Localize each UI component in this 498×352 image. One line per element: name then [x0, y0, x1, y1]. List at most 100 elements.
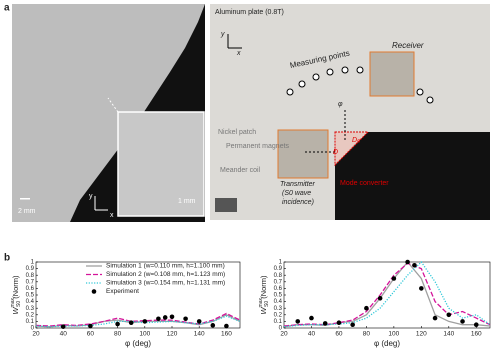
y-tick-label: 0.8 [26, 273, 35, 279]
data-point [210, 323, 216, 328]
panel-label: b [4, 253, 10, 264]
data-point [88, 323, 93, 329]
point [416, 88, 424, 96]
axis-label: y [220, 31, 225, 38]
y-tick-label: 0.6 [274, 286, 283, 292]
converter-label: Mode converter [340, 180, 389, 187]
scale-bar [20, 198, 30, 200]
x-tick-label: 100 [388, 331, 399, 338]
plot-frame [283, 261, 491, 329]
y-tick-label: 0.7 [26, 279, 35, 285]
data-point [405, 259, 410, 265]
legend-label: Simulation 1 (w=0.110 mm, h=1.100 mm) [106, 263, 225, 270]
series-line [283, 261, 491, 328]
x-tick-label: 120 [416, 331, 427, 338]
part-label: Nickel patch [218, 129, 256, 136]
data-point [350, 322, 355, 328]
series-line [283, 262, 491, 327]
point [426, 96, 434, 104]
mode-converter-region [334, 131, 370, 167]
y-label-rest: (Norm) [259, 275, 268, 301]
data-point [473, 322, 479, 328]
receiver-label: Receiver [392, 41, 424, 50]
x-tick-label: 140 [443, 331, 454, 338]
data-point [309, 315, 314, 321]
d-label: D [333, 149, 338, 156]
y-label-sup: max [10, 298, 16, 308]
y-tick-label: 0.4 [26, 299, 35, 305]
data-point [460, 319, 465, 324]
y-tick-label: 0 [31, 326, 35, 332]
scale-label: 2 mm [18, 208, 36, 215]
y-label-symbol: W [259, 307, 268, 315]
point [298, 80, 306, 88]
point [341, 66, 349, 74]
data-point [391, 276, 397, 281]
x-tick-label: 60 [335, 331, 343, 338]
series-line [35, 312, 241, 327]
x-tick-label: 20 [280, 331, 288, 338]
y-tick-label: 0.9 [26, 266, 35, 272]
x-tick-label: 20 [32, 331, 40, 338]
y-label-sup: max [258, 298, 264, 308]
black-region [335, 132, 490, 220]
x-tick-label: 160 [221, 331, 232, 338]
d-symbol: D [352, 137, 357, 144]
data-point [183, 316, 188, 322]
x-tick-label: 40 [60, 331, 68, 338]
connector [215, 198, 237, 212]
y-tick-label: 0.1 [26, 319, 35, 325]
data-point [162, 315, 168, 320]
point [312, 73, 320, 81]
x-axis-label: φ (deg) [374, 339, 400, 348]
d-label: D0 [352, 137, 360, 145]
panel-label: a [4, 3, 10, 14]
point [356, 66, 364, 74]
data-point [60, 324, 66, 329]
y-axis-label: WmaxS0 (Norm) [258, 275, 270, 315]
x-tick-label: 40 [308, 331, 316, 338]
data-point [142, 319, 148, 324]
part-label: Meander coil [220, 167, 261, 174]
y-axis-label: WmaxS0 (Norm) [10, 275, 22, 315]
y-tick-label: 0.8 [274, 273, 283, 279]
right-photo: Aluminum plate (0.8T) y x Receiver Measu… [210, 4, 490, 220]
measuring-points [286, 66, 434, 104]
y-tick-label: 0.7 [274, 279, 283, 285]
axis-label: x [236, 50, 241, 57]
zoom-line [107, 97, 119, 113]
x-tick-label: 60 [87, 331, 95, 338]
data-point [336, 320, 342, 326]
x-tick-label: 80 [114, 331, 122, 338]
series-line [35, 315, 241, 328]
y-tick-label: 0.5 [274, 293, 283, 299]
y-tick-label: 0.6 [26, 286, 35, 292]
part-label: Permanent magnets [226, 143, 290, 150]
d-sub: 0 [357, 139, 360, 145]
y-label-rest: (Norm) [11, 275, 20, 301]
legend-label: Simulation 3 (w=0.154 mm, h=1.131 mm) [106, 280, 225, 287]
point [286, 88, 294, 96]
photo-title: Aluminum plate (0.8T) [215, 9, 284, 16]
data-point [377, 296, 383, 301]
data-point [295, 319, 301, 324]
y-tick-label: 1 [279, 260, 283, 266]
x-tick-label: 100 [139, 331, 150, 338]
y-tick-label: 0.3 [274, 306, 283, 312]
data-point [196, 319, 202, 324]
data-point [432, 315, 438, 321]
data-point [419, 286, 424, 291]
transmitter [277, 129, 329, 179]
y-tick-label: 0.2 [274, 312, 283, 318]
inset [117, 111, 205, 217]
y-tick-label: 0.1 [274, 319, 283, 325]
legend-label: Experiment [106, 288, 139, 295]
x-axis-label: φ (deg) [125, 339, 151, 348]
transmitter-label: Transmitter [280, 181, 316, 188]
data-point [224, 323, 229, 329]
legend-label: Simulation 2 (w=0.108 mm, h=1.123 mm) [106, 271, 225, 278]
series-line [283, 260, 491, 328]
data-point [446, 312, 452, 318]
left-photo: 2 mm 1 mm y x [12, 4, 205, 222]
